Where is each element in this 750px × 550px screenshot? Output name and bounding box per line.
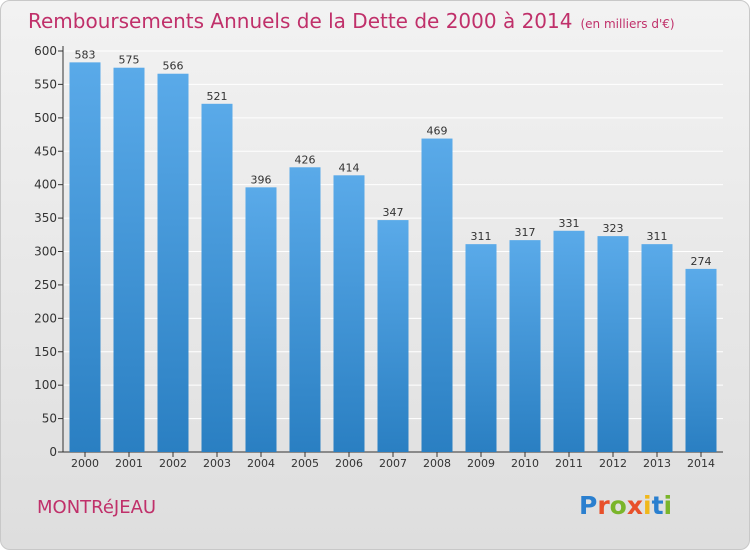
bar (553, 230, 585, 452)
bar-value-label: 323 (603, 222, 624, 235)
bar-value-label: 347 (383, 206, 404, 219)
bar (421, 138, 453, 452)
bar (377, 220, 409, 452)
y-tick-label: 300 (34, 245, 57, 259)
bar-layer (69, 62, 717, 453)
x-tick-label: 2001 (115, 457, 143, 470)
bar-value-label: 414 (339, 161, 360, 174)
proxiti-logo: Proxiti (579, 491, 673, 520)
bar-value-label: 469 (427, 125, 448, 138)
bar-value-label: 317 (515, 226, 536, 239)
bar (157, 73, 189, 453)
chart-title: Remboursements Annuels de la Dette de 20… (28, 9, 675, 33)
x-tick-label: 2012 (599, 457, 627, 470)
x-tick-label: 2007 (379, 457, 407, 470)
y-tick-label: 400 (34, 178, 57, 192)
bar (245, 187, 277, 452)
bar-value-label: 331 (559, 217, 580, 230)
y-tick-label: 50 (42, 412, 57, 426)
x-tick-label: 2004 (247, 457, 275, 470)
x-tick-label: 2003 (203, 457, 231, 470)
axis-layer: 0 50 100 150 200 250 300 350 400 450 500 550 600 2000… (34, 44, 723, 470)
bar-value-label: 311 (471, 230, 492, 243)
y-tick-label: 550 (34, 77, 57, 91)
label-layer: 583 575 566 521 396 426 414 347 469 311 317 331 323 3… (75, 48, 712, 268)
bar-value-label: 426 (295, 153, 316, 166)
y-tick-label: 0 (49, 445, 57, 459)
x-tick-label: 2010 (511, 457, 539, 470)
bar (509, 240, 541, 452)
y-tick-label: 150 (34, 345, 57, 359)
bar-value-label: 274 (691, 255, 712, 268)
bar (333, 175, 365, 452)
bar-value-label: 566 (163, 60, 184, 73)
x-tick-label: 2009 (467, 457, 495, 470)
y-tick-label: 500 (34, 111, 57, 125)
x-tick-label: 2014 (687, 457, 715, 470)
bar (113, 67, 145, 452)
y-tick-label: 200 (34, 311, 57, 325)
bar-value-label: 575 (119, 54, 140, 67)
y-tick-label: 100 (34, 378, 57, 392)
bar (641, 244, 673, 452)
bar-value-label: 396 (251, 173, 272, 186)
bar (201, 103, 233, 452)
bar-value-label: 521 (207, 90, 228, 103)
x-tick-label: 2006 (335, 457, 363, 470)
x-tick-label: 2008 (423, 457, 451, 470)
x-tick-label: 2002 (159, 457, 187, 470)
y-tick-label: 600 (34, 44, 57, 58)
bar-value-label: 311 (647, 230, 668, 243)
bar (69, 62, 101, 453)
y-tick-label: 250 (34, 278, 57, 292)
bar (289, 167, 321, 453)
y-tick-label: 350 (34, 211, 57, 225)
x-tick-label: 2011 (555, 457, 583, 470)
x-tick-label: 2000 (71, 457, 99, 470)
bar (465, 244, 497, 452)
bar (685, 268, 717, 452)
x-tick-label: 2013 (643, 457, 671, 470)
city-name: MONTRéJEAU (37, 497, 157, 518)
chart-title-text: Remboursements Annuels de la Dette de 20… (28, 9, 573, 33)
chart-unit: (en milliers d'€) (580, 17, 675, 31)
bar-value-label: 583 (75, 48, 96, 61)
x-tick-label: 2005 (291, 457, 319, 470)
y-tick-label: 450 (34, 144, 57, 158)
bar (597, 236, 629, 452)
